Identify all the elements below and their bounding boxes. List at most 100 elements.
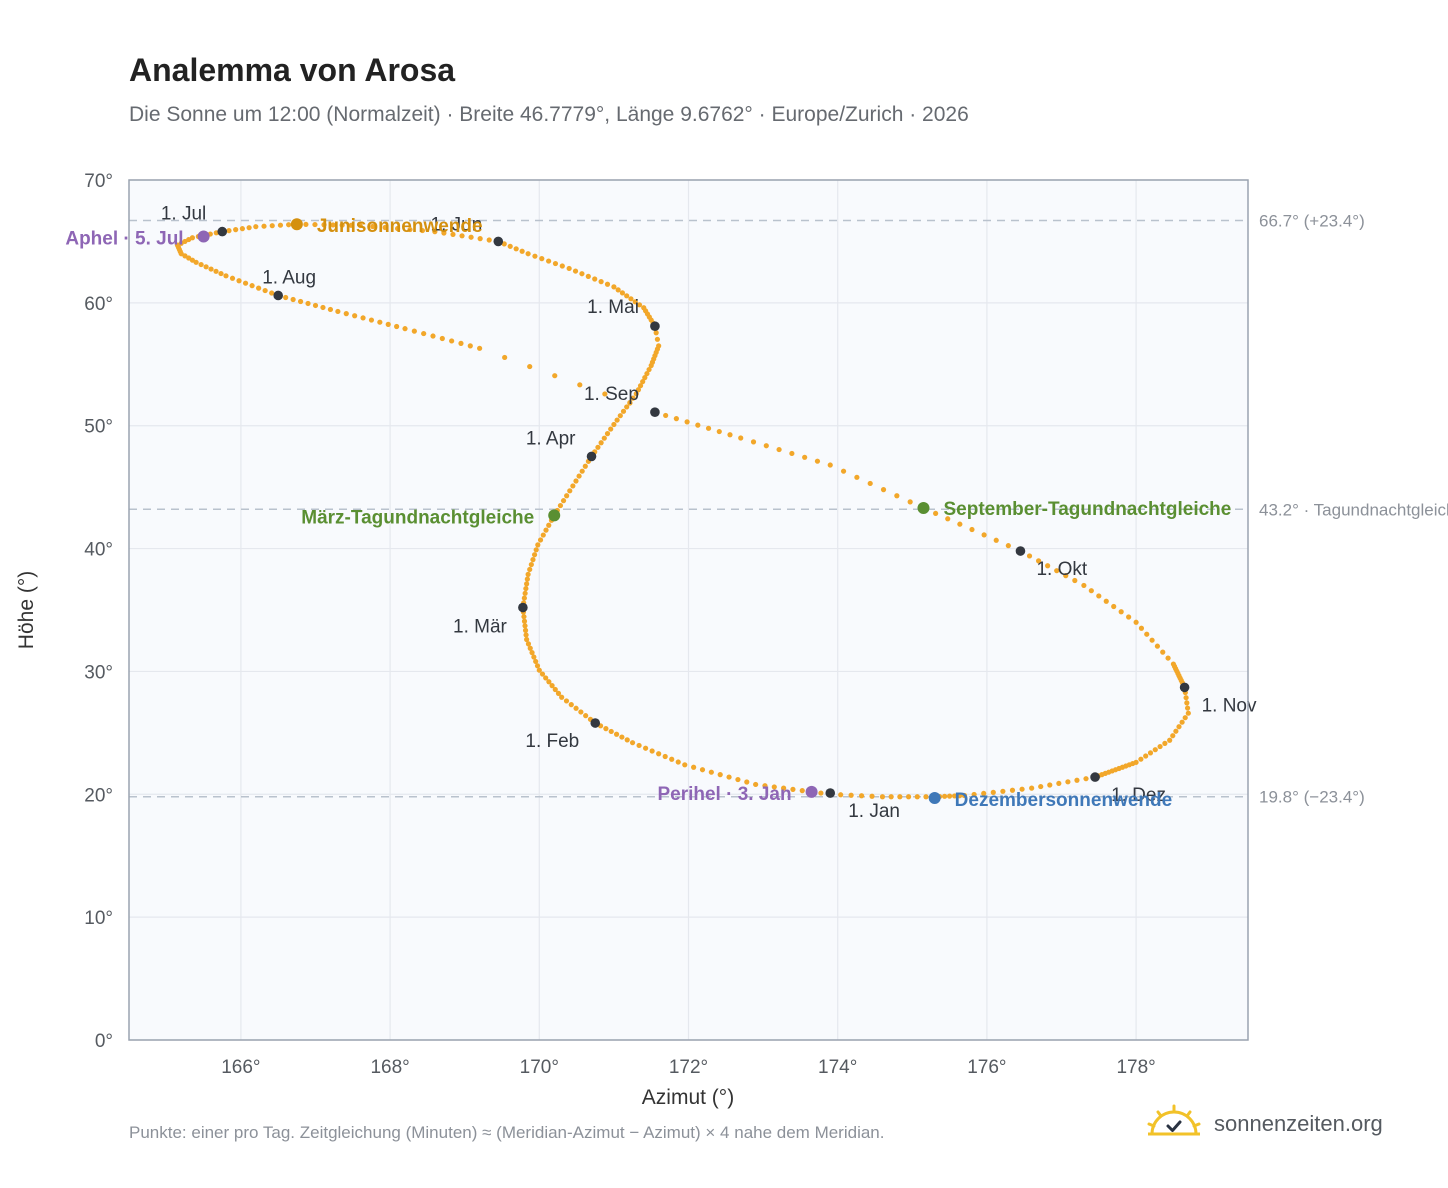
day-point [253,224,259,230]
day-point [673,416,679,422]
month-label: 1. Okt [1036,559,1087,580]
day-point [604,431,611,437]
day-point [208,266,214,272]
day-point [894,493,900,499]
day-point [592,276,598,282]
special-marker-equinox [548,509,561,522]
day-point [226,228,232,234]
day-point [708,769,714,775]
month-marker [1179,682,1190,693]
day-point [1074,777,1080,783]
day-point [735,776,741,783]
day-point [335,308,341,315]
day-point [727,432,733,438]
day-point [879,794,886,800]
special-label-december: Dezembersonnenwende [955,790,1172,811]
day-point [477,236,483,242]
day-point [467,343,473,349]
month-label: 1. Nov [1202,695,1257,716]
day-point [552,686,558,693]
day-point [419,227,426,234]
special-marker-december [928,791,941,804]
month-label: 1. Mär [453,617,508,638]
day-point [1019,786,1025,792]
day-point [534,663,541,669]
day-point [744,779,750,785]
day-point [1167,737,1173,743]
special-marker-apsis [805,785,818,798]
day-point [933,510,939,517]
special-marker-apsis [197,230,210,243]
day-point [642,375,648,381]
axes: 166° 168° 170° 172° 174° 176° 178° 0° 10° 20° 30° 4… [84,171,1155,1078]
day-point [1056,780,1062,787]
special-points: Junisonnenwende Dezembersonnenwende März-T… [65,216,1231,811]
day-point [523,632,529,638]
day-point [559,263,565,269]
day-point [348,222,354,228]
day-point [611,284,617,290]
day-point [608,728,614,735]
day-point [1029,785,1035,791]
special-label-equinox: März-Tagundnachtgleiche [301,507,534,528]
day-point [699,767,706,773]
day-point [869,793,875,799]
day-point [1154,643,1161,649]
day-point [249,283,255,289]
day-point [632,299,638,305]
month-label: 1. Feb [525,731,579,752]
x-tick-label: 178° [1116,1057,1155,1078]
day-point [521,595,527,601]
day-point [993,537,999,543]
day-point [981,790,987,797]
day-point [521,618,528,624]
day-point [203,264,209,270]
day-point [1143,753,1149,759]
day-point [290,296,296,303]
day-point [411,328,417,334]
day-point [312,302,319,309]
day-point [246,225,252,231]
month-marker [217,226,228,237]
day-point [1083,776,1089,782]
day-point [458,340,464,346]
x-axis-label: Azimut (°) [642,1086,734,1109]
month-label: 1. Jan [848,801,900,822]
day-point [543,527,549,533]
month-marker [825,788,836,798]
day-point [394,225,401,232]
day-point [1149,637,1155,643]
day-point [601,435,607,441]
day-point [867,480,873,487]
special-marker-june [290,218,303,231]
day-point [421,330,427,337]
x-tick-label: 170° [520,1057,559,1078]
day-point [838,792,844,798]
day-point [636,302,643,308]
day-point [519,248,525,254]
day-point [430,333,436,339]
month-label: 1. Sep [584,384,639,405]
day-point [1184,705,1191,711]
brand-logo[interactable]: sonnenzeiten.org [1146,1104,1383,1144]
day-point [603,726,609,732]
day-point [888,794,894,800]
day-point [753,781,759,788]
day-point [640,379,646,385]
day-point [546,522,552,528]
day-point [691,764,697,770]
day-point [297,298,304,305]
day-point [524,576,530,582]
day-point [957,521,963,527]
day-point [684,419,690,425]
special-label-june: Junisonnenwende [317,216,483,237]
day-point [343,311,349,317]
day-point [656,343,662,349]
month-marker [1015,546,1026,556]
day-point [223,273,229,279]
day-point [781,785,787,791]
day-point [675,759,681,765]
day-point [990,789,996,795]
day-point [1182,715,1188,721]
day-point [1162,740,1168,746]
